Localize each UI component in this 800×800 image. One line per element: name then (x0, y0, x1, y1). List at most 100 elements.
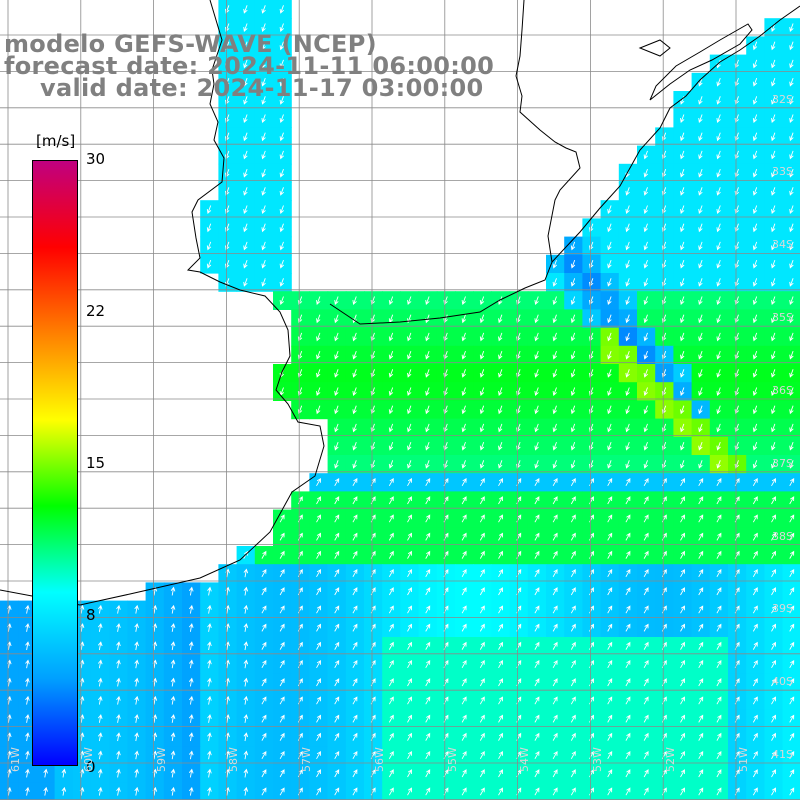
wind-arrow (461, 568, 467, 578)
wind-arrow (279, 259, 285, 269)
wind-arrow (752, 168, 758, 178)
wind-arrow (243, 568, 249, 578)
wind-arrow (789, 750, 795, 760)
wind-arrow (243, 604, 249, 614)
wind-arrow (643, 405, 649, 415)
wind-arrow (752, 423, 758, 433)
wind-arrow (552, 769, 558, 778)
wind-arrow (479, 623, 485, 632)
wind-cell (782, 782, 800, 800)
wind-arrow (771, 460, 776, 469)
wind-arrow (552, 514, 558, 523)
wind-arrow (388, 514, 394, 523)
lat-label-39s: 39S (772, 602, 793, 615)
wind-arrow (97, 714, 103, 723)
wind-arrow (170, 750, 176, 760)
wind-arrow (388, 369, 394, 378)
wind-arrow (607, 205, 612, 214)
wind-arrow (316, 696, 321, 705)
wind-arrow (279, 114, 285, 123)
wind-arrow (607, 605, 613, 614)
wind-arrow (789, 514, 795, 523)
wind-arrow (625, 259, 630, 269)
wind-arrow (388, 623, 394, 632)
wind-arrow (698, 296, 703, 305)
wind-arrow (552, 641, 558, 650)
wind-arrow (789, 441, 794, 451)
wind-arrow (498, 405, 503, 415)
wind-arrow (752, 514, 758, 523)
wind-arrow (25, 623, 30, 632)
wind-arrow (261, 732, 267, 741)
wind-arrow (534, 787, 540, 796)
wind-arrow (461, 514, 467, 523)
wind-arrow (771, 259, 776, 269)
wind-arrow (534, 623, 540, 632)
wind-arrow (607, 423, 612, 433)
wind-arrow (789, 23, 794, 32)
wind-arrow (425, 550, 431, 559)
wind-arrow (716, 205, 721, 214)
wind-arrow (388, 460, 394, 469)
wind-arrow (407, 441, 412, 451)
wind-arrow (680, 514, 685, 523)
wind-arrow (752, 332, 758, 342)
wind-arrow (680, 423, 685, 433)
wind-arrow (388, 496, 394, 505)
wind-arrow (479, 477, 485, 487)
wind-arrow (261, 168, 266, 178)
wind-arrow (789, 477, 795, 487)
wind-arrow (643, 259, 649, 269)
wind-arrow (334, 605, 340, 614)
wind-arrow (97, 750, 103, 760)
wind-arrow (388, 732, 394, 741)
wind-arrow (643, 223, 649, 233)
wind-arrow (625, 514, 631, 523)
wind-arrow (425, 532, 431, 541)
wind-arrow (552, 605, 558, 614)
wind-arrow (698, 369, 703, 378)
wind-arrow (279, 678, 285, 687)
wind-arrow (752, 278, 758, 287)
wind-arrow (316, 550, 321, 559)
wind-arrow (643, 241, 649, 251)
wind-arrow (352, 732, 358, 741)
wind-arrow (461, 460, 467, 469)
wind-arrow (607, 732, 613, 741)
wind-arrow (134, 732, 139, 742)
wind-arrow (479, 714, 485, 723)
wind-arrow (170, 732, 176, 742)
wind-arrow (680, 532, 685, 541)
wind-arrow (425, 769, 431, 778)
wind-arrow (43, 786, 48, 796)
wind-arrow (716, 568, 722, 578)
wind-arrow (352, 405, 357, 415)
wind-arrow (261, 259, 266, 269)
wind-arrow (680, 587, 685, 596)
wind-arrow (243, 623, 249, 632)
wind-arrow (407, 460, 412, 469)
wind-arrow (425, 514, 431, 523)
wind-arrow (279, 132, 285, 142)
wind-arrow (334, 587, 340, 596)
wind-arrow (534, 496, 540, 505)
wind-arrow (279, 278, 285, 287)
wind-arrow (680, 550, 685, 559)
wind-arrow (643, 532, 649, 541)
wind-arrow (607, 477, 613, 487)
wind-arrow (625, 659, 631, 669)
wind-arrow (425, 678, 431, 687)
wind-arrow (643, 387, 649, 396)
wind-arrow (461, 641, 467, 650)
wind-arrow (680, 114, 685, 123)
wind-arrow (170, 641, 176, 651)
wind-arrow (425, 641, 431, 650)
wind-arrow (771, 187, 776, 196)
wind-arrow (188, 786, 194, 796)
wind-arrow (279, 659, 285, 669)
wind-arrow (334, 477, 340, 487)
wind-arrow (116, 750, 121, 760)
wind-arrow (771, 150, 776, 160)
wind-arrow (388, 641, 394, 650)
wind-arrow (752, 223, 758, 233)
